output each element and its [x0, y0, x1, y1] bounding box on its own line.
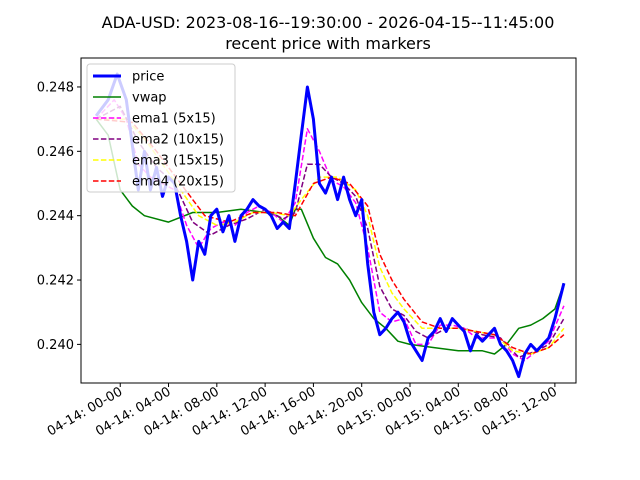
- y-tick-label: 0.242: [37, 274, 74, 289]
- legend-label: ema4 (20x15): [132, 175, 224, 190]
- legend-label: vwap: [132, 91, 167, 106]
- legend-label: ema1 (5x15): [132, 112, 216, 127]
- legend: price vwap ema1 (5x15) ema2 (10x15) ema3 (15…: [86, 63, 236, 193]
- legend-label: ema2 (10x15): [132, 133, 224, 148]
- y-tick-label: 0.240: [37, 338, 74, 353]
- y-tick-label: 0.248: [37, 80, 74, 95]
- legend-label: ema3 (15x15): [132, 154, 224, 169]
- y-axis: 0.240 0.242 0.244 0.246 0.248: [37, 80, 81, 353]
- chart-subtitle: recent price with markers: [225, 34, 431, 53]
- legend-box: [86, 63, 236, 193]
- y-tick-label: 0.244: [37, 209, 74, 224]
- plot-frame: [80, 57, 577, 384]
- series-lines: [94, 72, 566, 379]
- series-line-ema2: [95, 105, 565, 359]
- series-line-price: [94, 72, 566, 379]
- legend-label: price: [132, 70, 164, 85]
- series-line-ema4: [96, 118, 565, 355]
- y-tick-label: 0.246: [37, 145, 74, 160]
- chart-title: ADA-USD: 2023-08-16--19:30:00 - 2026-04-…: [102, 13, 555, 32]
